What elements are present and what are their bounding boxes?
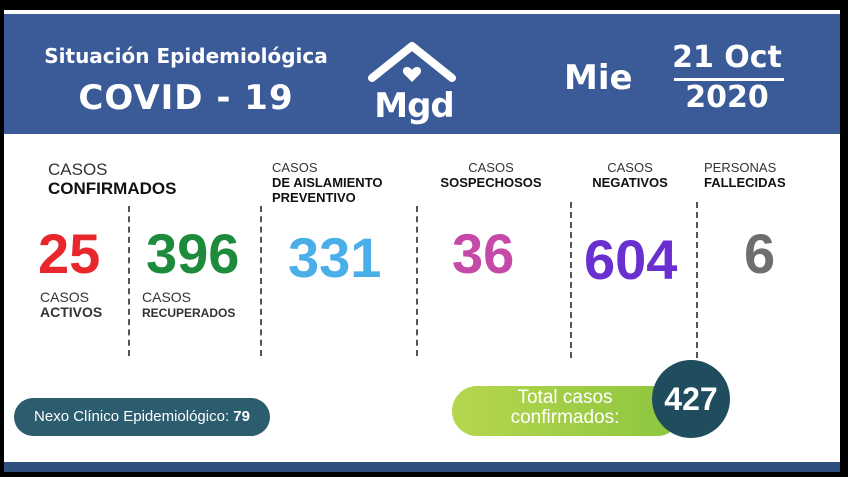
date-divider [674, 78, 784, 81]
divider [128, 206, 130, 356]
fallecidas-value: 6 [744, 222, 776, 285]
confirmados-label-top: CASOS [48, 160, 108, 179]
nexo-badge: Nexo Clínico Epidemiológico: 79 [14, 398, 270, 436]
negativos-label: CASOS NEGATIVOS [580, 160, 680, 190]
activos-value: 25 [38, 222, 101, 285]
aislamiento-label-top: CASOS [272, 160, 318, 175]
activos-label-bold: ACTIVOS [40, 304, 103, 320]
page-subtitle: COVID - 19 [78, 78, 294, 118]
footer-bar [4, 462, 840, 472]
sospechosos-label: CASOS SOSPECHOSOS [430, 160, 552, 190]
logo: Mgd [364, 38, 460, 134]
total-value: 427 [652, 360, 730, 438]
nexo-label: Nexo Clínico Epidemiológico: [34, 408, 230, 425]
confirmados-label: CASOS CONFIRMADOS [48, 160, 176, 198]
logo-text: Mgd [374, 86, 455, 126]
fallecidas-label-top: PERSONAS [704, 160, 777, 175]
total-label: Total casos confirmados: [490, 388, 640, 428]
recuperados-label: CASOS RECUPERADOS [142, 290, 235, 321]
aislamiento-label: CASOS DE AISLAMIENTO PREVENTIVO [272, 160, 383, 205]
fallecidas-label: PERSONAS FALLECIDAS [704, 160, 814, 190]
recuperados-value: 396 [146, 222, 240, 285]
nexo-value: 79 [233, 408, 250, 425]
total-label-line2: confirmados: [510, 407, 620, 428]
confirmados-label-bold: CONFIRMADOS [48, 179, 177, 198]
activos-label-top: CASOS [40, 289, 90, 305]
total-pill [452, 386, 682, 436]
weekday: Mie [564, 58, 633, 98]
total-label-line1: Total casos [517, 387, 613, 408]
aislamiento-value: 331 [288, 226, 382, 289]
sospechosos-value: 36 [452, 222, 515, 285]
aislamiento-label-bold2: PREVENTIVO [272, 190, 356, 205]
negativos-value: 604 [584, 228, 678, 291]
activos-label: CASOS ACTIVOS [40, 290, 102, 320]
sospechosos-label-top: CASOS [468, 160, 514, 175]
header-bar: Situación Epidemiológica COVID - 19 Mgd … [4, 14, 840, 134]
sospechosos-label-bold: SOSPECHOSOS [440, 175, 542, 190]
house-icon [368, 42, 456, 82]
divider [416, 206, 418, 356]
date-year: 2020 [685, 80, 769, 115]
heart-icon [402, 67, 422, 82]
fallecidas-label-bold: FALLECIDAS [704, 175, 786, 190]
page-title: Situación Epidemiológica [44, 44, 328, 68]
recuperados-label-top: CASOS [142, 289, 192, 305]
aislamiento-label-bold1: DE AISLAMIENTO [272, 175, 383, 190]
divider [570, 202, 572, 358]
divider [696, 202, 698, 358]
date-day-month: 21 Oct [672, 40, 782, 75]
negativos-label-top: CASOS [607, 160, 653, 175]
divider [260, 206, 262, 356]
infographic: Situación Epidemiológica COVID - 19 Mgd … [4, 10, 840, 472]
recuperados-label-bold: RECUPERADOS [142, 306, 236, 320]
negativos-label-bold: NEGATIVOS [592, 175, 668, 190]
